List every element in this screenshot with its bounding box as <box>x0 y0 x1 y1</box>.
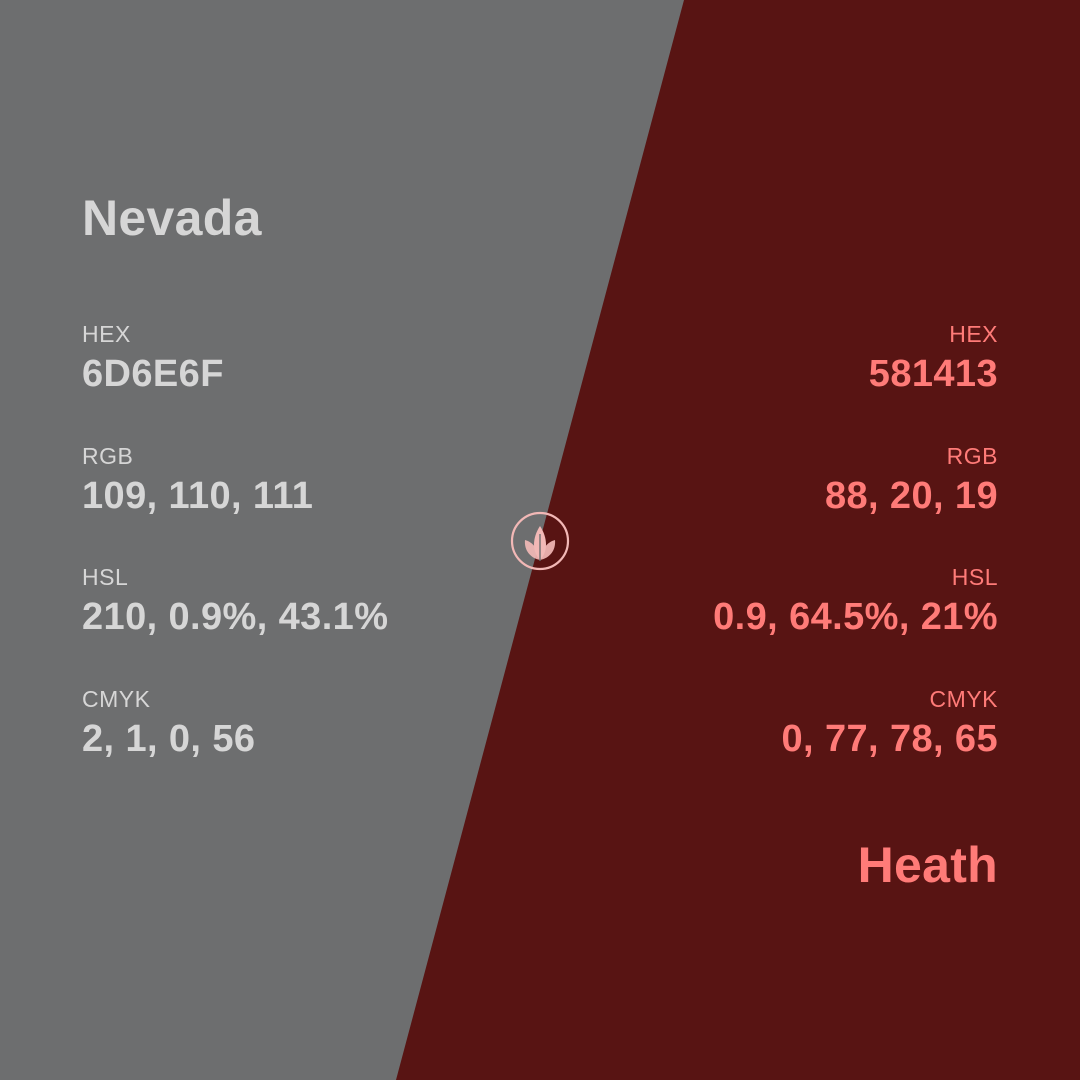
right-hex-label: HEX <box>949 321 998 347</box>
right-color-name: Heath <box>857 837 998 893</box>
left-hsl-label: HSL <box>82 564 129 590</box>
right-hsl-field: HSL 0.9, 64.5%, 21% <box>713 564 998 638</box>
left-hex-field: HEX 6D6E6F <box>82 321 224 395</box>
right-hsl-label: HSL <box>951 564 998 590</box>
leaf-sprout-icon <box>509 510 571 572</box>
left-rgb-value: 109, 110, 111 <box>82 475 314 517</box>
right-hex-field: HEX 581413 <box>868 321 998 395</box>
right-hex-value: 581413 <box>868 353 998 395</box>
left-hex-value: 6D6E6F <box>82 353 224 395</box>
right-cmyk-value: 0, 77, 78, 65 <box>781 718 998 760</box>
left-color-name: Nevada <box>82 190 262 246</box>
right-rgb-value: 88, 20, 19 <box>824 475 998 517</box>
left-hsl-field: HSL 210, 0.9%, 43.1% <box>82 564 389 638</box>
left-rgb-field: RGB 109, 110, 111 <box>82 443 314 517</box>
left-rgb-label: RGB <box>82 443 134 469</box>
right-hsl-value: 0.9, 64.5%, 21% <box>713 596 998 638</box>
right-cmyk-field: CMYK 0, 77, 78, 65 <box>781 686 998 760</box>
left-hex-label: HEX <box>82 321 131 347</box>
right-rgb-field: RGB 88, 20, 19 <box>824 443 998 517</box>
left-cmyk-value: 2, 1, 0, 56 <box>82 718 256 760</box>
right-rgb-label: RGB <box>946 443 998 469</box>
left-hsl-value: 210, 0.9%, 43.1% <box>82 596 389 638</box>
left-cmyk-field: CMYK 2, 1, 0, 56 <box>82 686 256 760</box>
right-cmyk-label: CMYK <box>929 686 998 712</box>
left-cmyk-label: CMYK <box>82 686 151 712</box>
right-color-swatch <box>396 0 1080 1080</box>
